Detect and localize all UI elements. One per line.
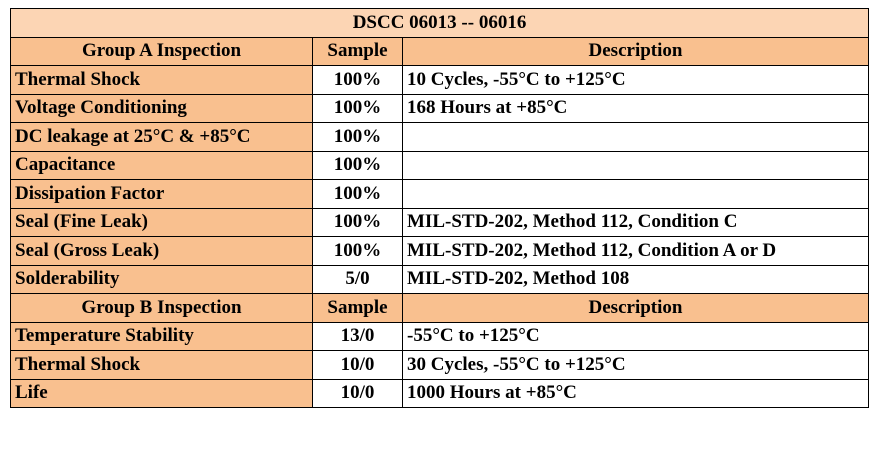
test-cell: Life [10,378,313,408]
inspection-table: DSCC 06013 -- 06016 Group A Inspection Sa… [9,8,870,408]
data-row: Dissipation Factor 100% [10,179,870,209]
description-cell [401,150,870,180]
description-cell [401,122,870,152]
test-cell: DC leakage at 25°C & +85°C [10,122,313,152]
description-cell: -55°C to +125°C [401,321,870,351]
sample-cell: 10/0 [312,350,403,380]
sample-cell: 100% [312,236,403,266]
header-cell: Description [401,36,870,66]
sample-cell: 100% [312,122,403,152]
description-cell: 168 Hours at +85°C [401,93,870,123]
test-cell: Capacitance [10,150,313,180]
description-cell: 30 Cycles, -55°C to +125°C [401,350,870,380]
data-row: DC leakage at 25°C & +85°C 100% [10,122,870,152]
data-row: Seal (Gross Leak) 100% MIL-STD-202, Method… [10,236,870,266]
title-row: DSCC 06013 -- 06016 [9,8,870,38]
header-cell: Group B Inspection [10,293,313,323]
data-row: Thermal Shock 100% 10 Cycles, -55°C to +12… [10,65,870,95]
description-cell: MIL-STD-202, Method 108 [401,264,870,294]
test-cell: Thermal Shock [10,350,313,380]
test-cell: Temperature Stability [10,321,313,351]
sample-cell: 100% [312,93,403,123]
description-cell: 1000 Hours at +85°C [401,378,870,408]
description-cell: 10 Cycles, -55°C to +125°C [401,65,870,95]
data-row: Temperature Stability 13/0 -55°C to +125°C [10,321,870,351]
sample-cell: 100% [312,150,403,180]
header-cell: Sample [312,293,403,323]
header-row: Group A Inspection Sample Description [10,36,870,66]
test-cell: Voltage Conditioning [10,93,313,123]
sample-cell: 100% [312,65,403,95]
sample-cell: 10/0 [312,378,403,408]
header-cell: Sample [312,36,403,66]
sample-cell: 100% [312,207,403,237]
data-row: Life 10/0 1000 Hours at +85°C [10,378,870,408]
sample-cell: 5/0 [312,264,403,294]
description-cell [401,179,870,209]
test-cell: Solderability [10,264,313,294]
test-cell: Dissipation Factor [10,179,313,209]
header-cell: Group A Inspection [10,36,313,66]
test-cell: Seal (Gross Leak) [10,236,313,266]
table-body: DSCC 06013 -- 06016 Group A Inspection Sa… [9,8,870,408]
data-row: Thermal Shock 10/0 30 Cycles, -55°C to +12… [10,350,870,380]
data-row: Solderability 5/0 MIL-STD-202, Method 108 [10,264,870,294]
data-row: Voltage Conditioning 100% 168 Hours at +85… [10,93,870,123]
description-cell: MIL-STD-202, Method 112, Condition A or … [401,236,870,266]
description-cell: MIL-STD-202, Method 112, Condition C [401,207,870,237]
data-row: Seal (Fine Leak) 100% MIL-STD-202, Method … [10,207,870,237]
header-row: Group B Inspection Sample Description [10,293,870,323]
sample-cell: 100% [312,179,403,209]
sample-cell: 13/0 [312,321,403,351]
test-cell: Thermal Shock [10,65,313,95]
test-cell: Seal (Fine Leak) [10,207,313,237]
header-cell: Description [401,293,870,323]
data-row: Capacitance 100% [10,150,870,180]
table-title: DSCC 06013 -- 06016 [9,8,870,38]
